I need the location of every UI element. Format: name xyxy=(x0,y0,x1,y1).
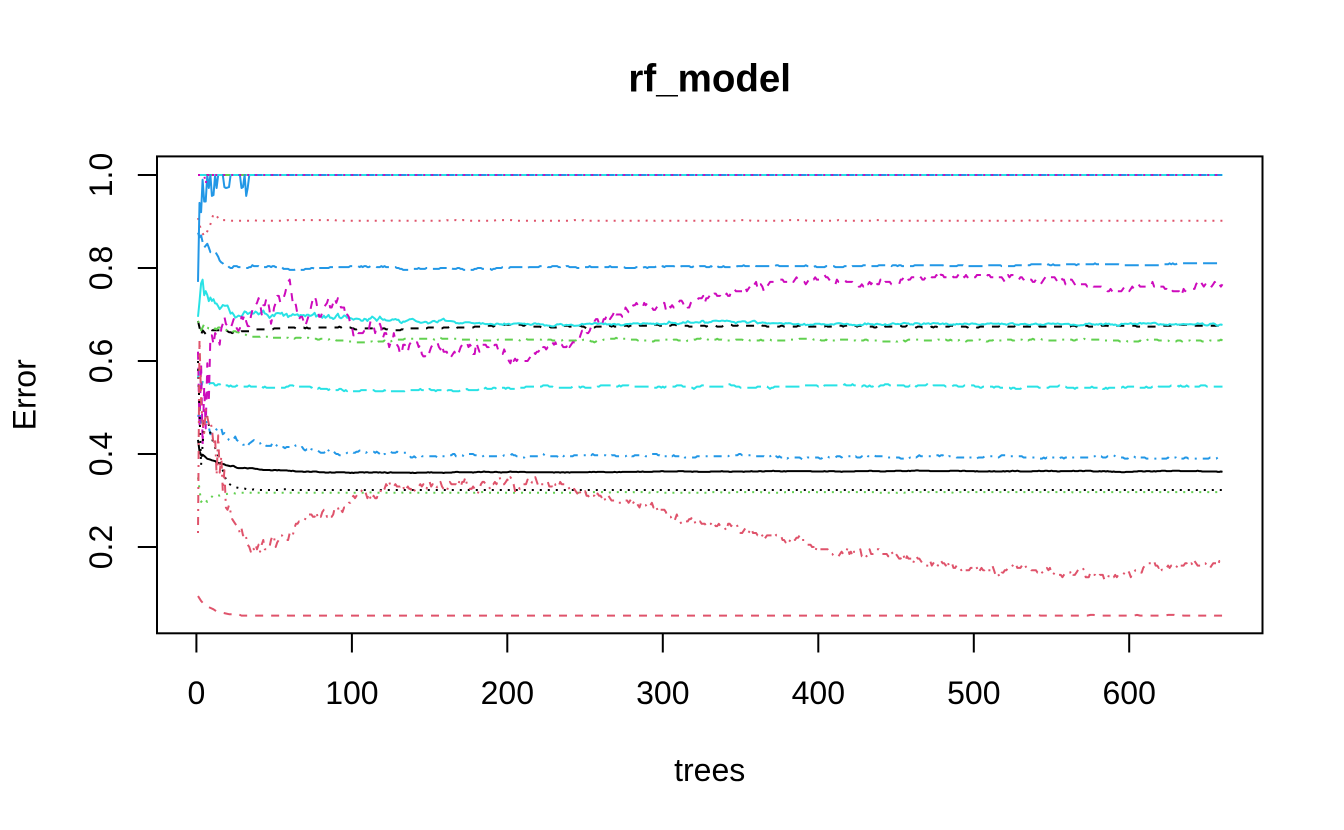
svg-text:0.2: 0.2 xyxy=(83,525,119,569)
svg-text:1.0: 1.0 xyxy=(83,153,119,197)
svg-text:0.6: 0.6 xyxy=(83,339,119,383)
svg-text:0.8: 0.8 xyxy=(83,246,119,290)
svg-text:500: 500 xyxy=(947,675,1000,711)
svg-text:200: 200 xyxy=(481,675,534,711)
svg-text:Error: Error xyxy=(7,359,43,430)
svg-text:400: 400 xyxy=(792,675,845,711)
svg-text:0.4: 0.4 xyxy=(83,432,119,476)
svg-text:rf_model: rf_model xyxy=(628,57,791,100)
svg-text:600: 600 xyxy=(1103,675,1156,711)
svg-text:100: 100 xyxy=(325,675,378,711)
svg-text:trees: trees xyxy=(674,752,745,788)
svg-text:300: 300 xyxy=(636,675,689,711)
svg-text:0: 0 xyxy=(188,675,206,711)
